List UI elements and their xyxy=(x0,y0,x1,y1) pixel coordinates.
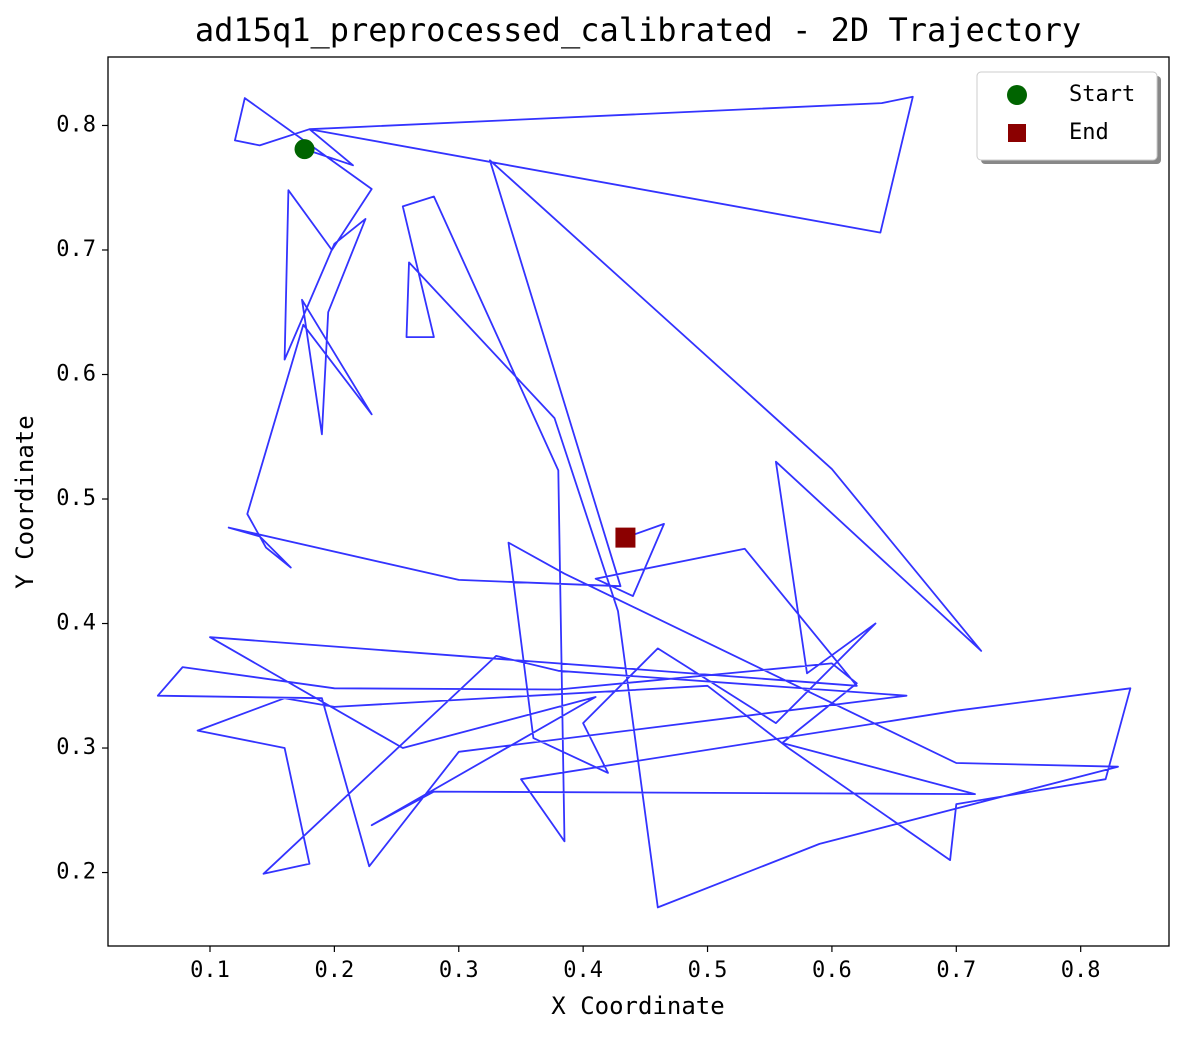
y-tick-label: 0.7 xyxy=(56,237,96,262)
y-tick-label: 0.3 xyxy=(56,735,96,760)
x-axis-label: X Coordinate xyxy=(551,992,724,1020)
y-tick-label: 0.8 xyxy=(56,112,96,137)
y-tick-label: 0.2 xyxy=(56,860,96,885)
plot-area xyxy=(156,95,1132,909)
y-tick-label: 0.5 xyxy=(56,486,96,511)
x-tick-label: 0.3 xyxy=(439,958,479,983)
y-tick-label: 0.6 xyxy=(56,362,96,387)
axes-frame xyxy=(107,56,1170,947)
x-tick-label: 0.7 xyxy=(936,958,976,983)
start-marker xyxy=(294,139,315,160)
x-tick-label: 0.4 xyxy=(563,958,603,983)
chart-title: ad15q1_preprocessed_calibrated - 2D Traj… xyxy=(195,11,1081,49)
legend-label: End xyxy=(1069,120,1109,145)
legend-swatch xyxy=(1008,124,1026,142)
x-tick-label: 0.1 xyxy=(190,958,230,983)
y-tick-label: 0.4 xyxy=(56,611,96,636)
x-tick-label: 0.2 xyxy=(315,958,355,983)
x-tick-label: 0.6 xyxy=(812,958,852,983)
end-marker xyxy=(615,527,636,548)
legend-swatch xyxy=(1007,85,1027,105)
x-tick-label: 0.8 xyxy=(1061,958,1101,983)
legend-label: Start xyxy=(1069,82,1135,107)
x-tick-label: 0.5 xyxy=(688,958,728,983)
trajectory-line xyxy=(156,95,1132,909)
y-axis-label: Y Coordinate xyxy=(11,415,39,588)
